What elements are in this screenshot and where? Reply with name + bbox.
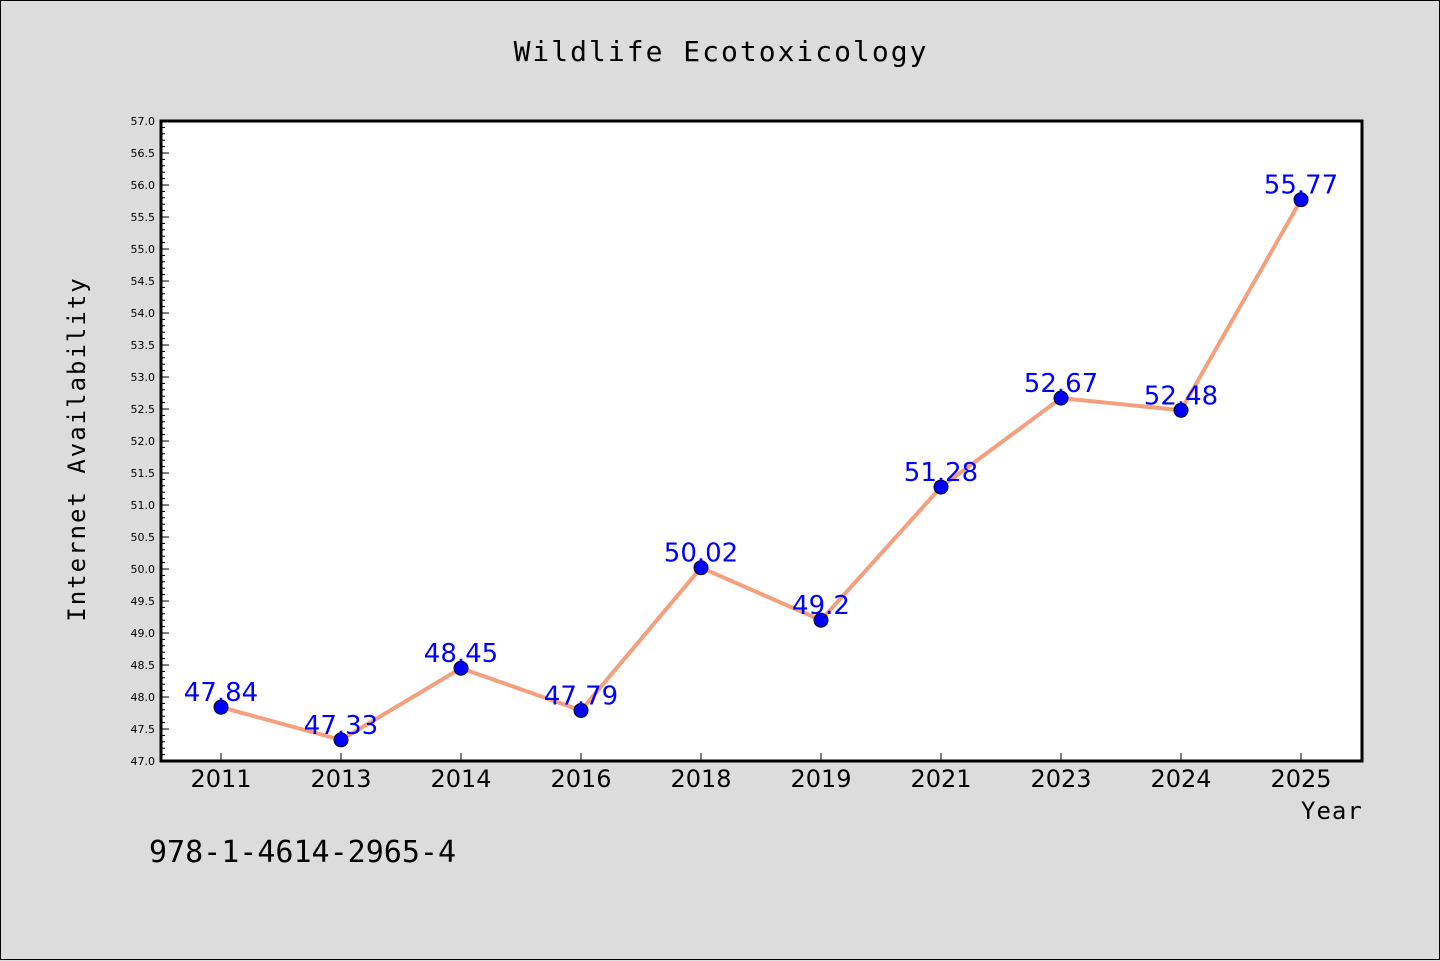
x-tick-label: 2021 [910, 765, 971, 793]
x-tick-label: 2013 [310, 765, 371, 793]
data-point [1293, 192, 1309, 208]
y-tick-label: 56.5 [131, 147, 156, 160]
y-tick-label: 50.0 [131, 563, 156, 576]
y-tick-label: 53.5 [131, 339, 156, 352]
data-label: 47.84 [184, 678, 258, 708]
plot-frame [159, 119, 1364, 763]
x-tick-label: 2019 [790, 765, 851, 793]
y-tick-label: 57.0 [131, 115, 156, 128]
y-tick-label: 51.5 [131, 467, 156, 480]
data-point [693, 560, 709, 576]
y-tick-label: 50.5 [131, 531, 156, 544]
y-tick-label: 48.5 [131, 659, 156, 672]
chart-title: Wildlife Ecotoxicology [513, 35, 929, 68]
y-tick-label: 48.0 [131, 691, 156, 704]
y-tick-label: 54.5 [131, 275, 156, 288]
data-label: 52.48 [1144, 381, 1218, 411]
data-point [813, 612, 829, 628]
x-tick-label: 2025 [1270, 765, 1331, 793]
data-label: 55.77 [1264, 171, 1338, 201]
isbn-footer: 978-1-4614-2965-4 [149, 835, 457, 870]
x-axis-label: Year [1301, 797, 1363, 825]
x-tick-label: 2011 [190, 765, 251, 793]
data-label: 47.79 [544, 681, 618, 711]
data-point [1053, 390, 1069, 406]
data-label: 48.45 [424, 639, 498, 669]
x-tick-label: 2016 [550, 765, 611, 793]
data-label: 49.2 [792, 591, 850, 621]
y-tick-label: 53.0 [131, 371, 156, 384]
y-tick-label: 55.5 [131, 211, 156, 224]
y-tick-label: 56.0 [131, 179, 156, 192]
data-label: 50.02 [664, 539, 738, 569]
x-tick-label: 2023 [1030, 765, 1091, 793]
y-tick-label: 49.0 [131, 627, 156, 640]
y-tick-label: 55.0 [131, 243, 156, 256]
data-point [453, 660, 469, 676]
y-tick-label: 52.5 [131, 403, 156, 416]
data-point [1173, 402, 1189, 418]
data-label: 51.28 [904, 458, 978, 488]
x-tick-label: 2018 [670, 765, 731, 793]
data-point [333, 732, 349, 748]
data-point [573, 702, 589, 718]
y-tick-label: 51.0 [131, 499, 156, 512]
y-tick-label: 47.0 [131, 755, 156, 768]
plot-area [161, 121, 1362, 761]
data-label: 47.33 [304, 711, 378, 741]
y-tick-label: 54.0 [131, 307, 156, 320]
data-label: 52.67 [1024, 369, 1098, 399]
y-tick-label: 52.0 [131, 435, 156, 448]
x-tick-label: 2024 [1150, 765, 1211, 793]
y-tick-label: 49.5 [131, 595, 156, 608]
y-tick-label: 47.5 [131, 723, 156, 736]
series-line [219, 197, 1303, 742]
data-point [933, 479, 949, 495]
x-tick-label: 2014 [430, 765, 491, 793]
data-point [213, 699, 229, 715]
